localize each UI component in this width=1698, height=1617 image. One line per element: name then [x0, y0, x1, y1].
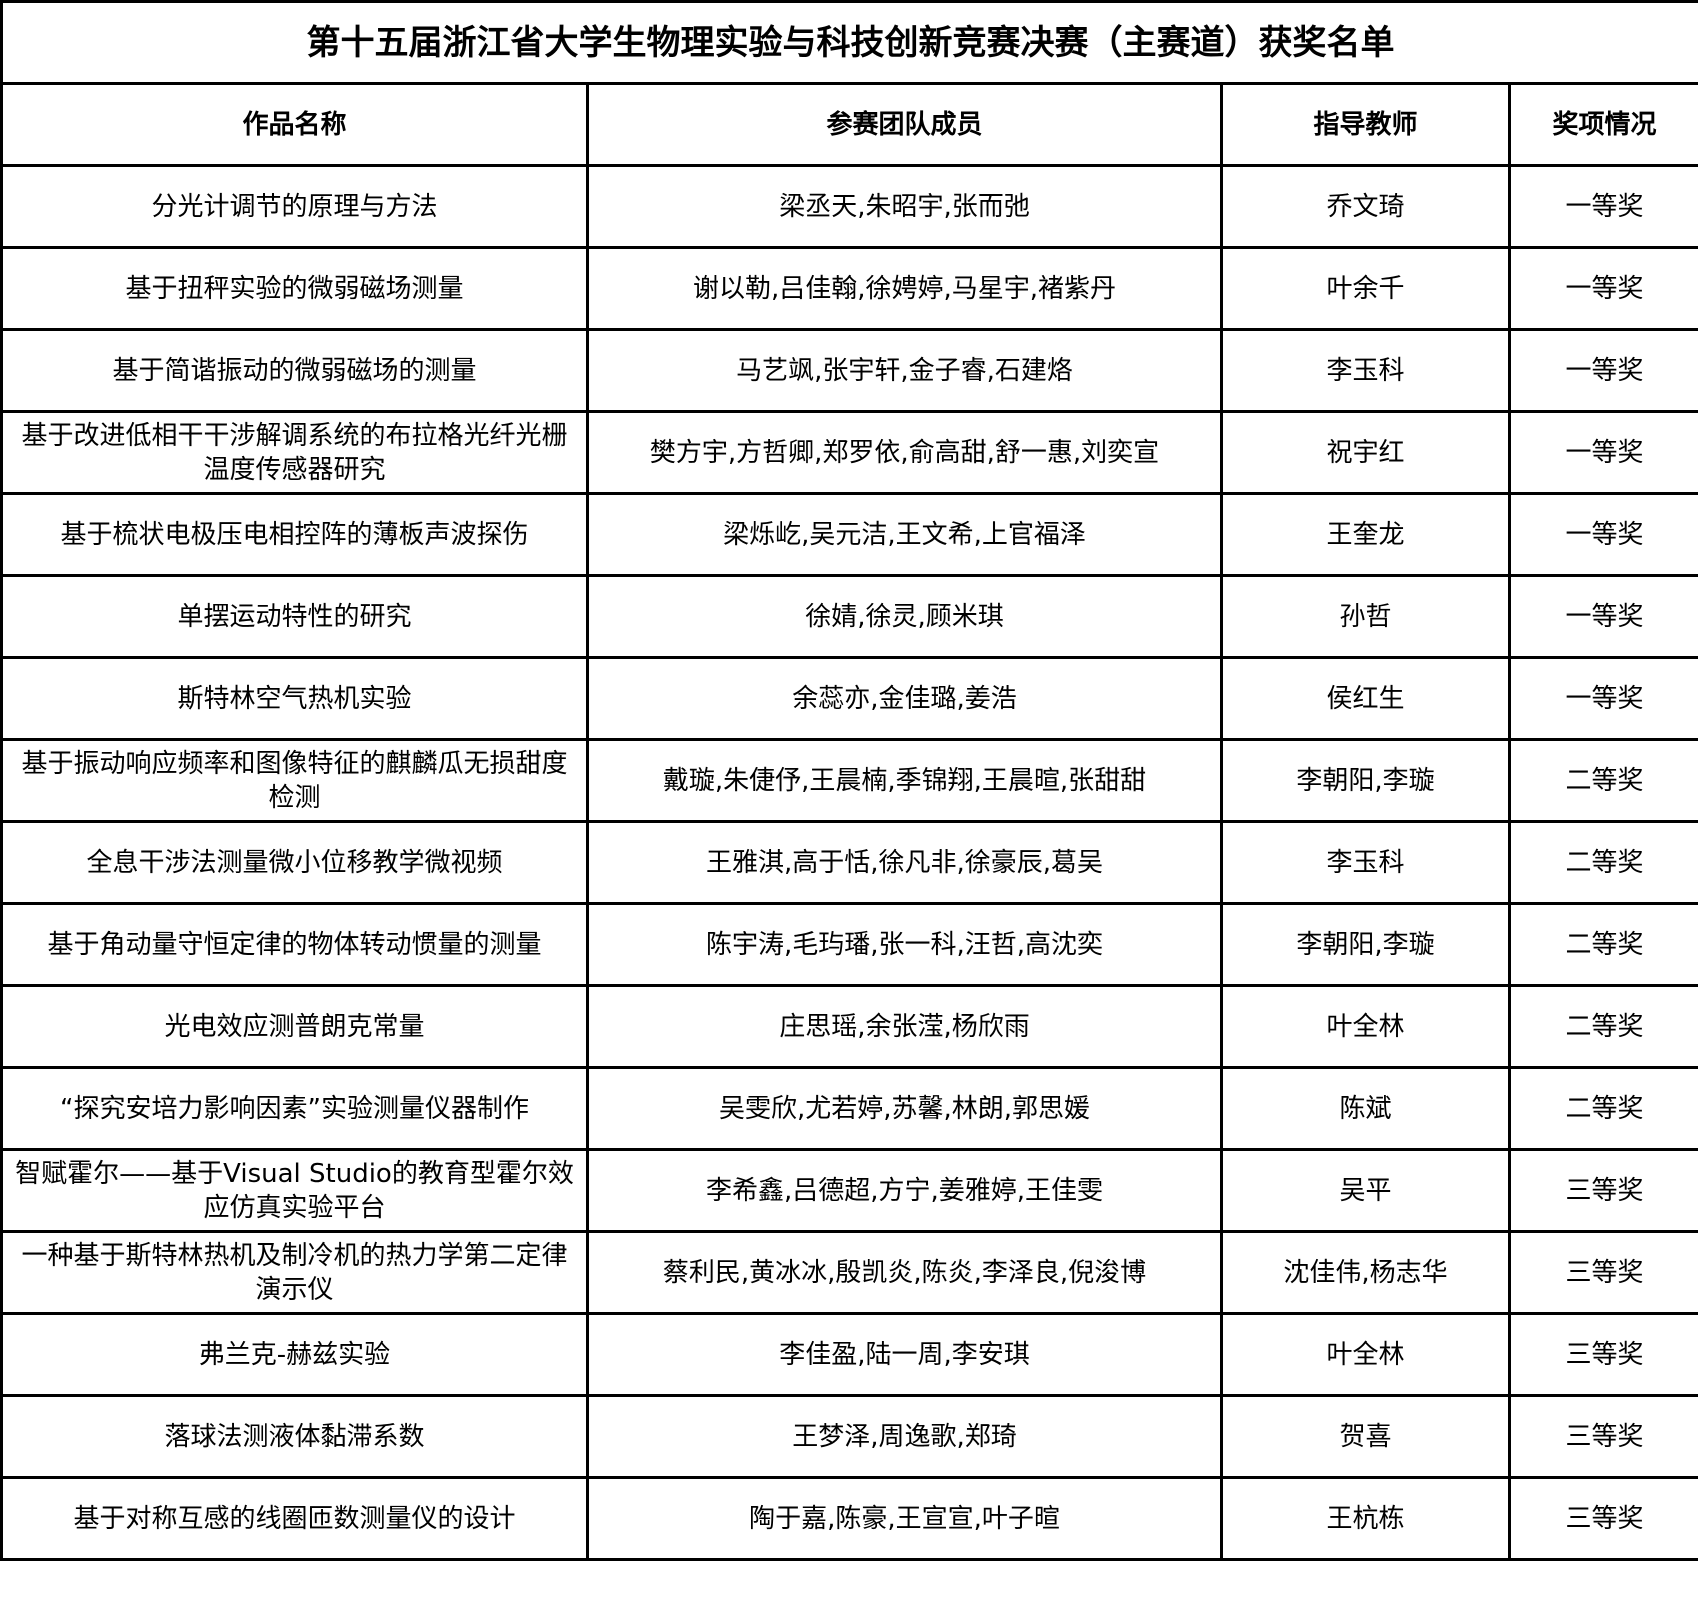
project-name-cell: 基于振动响应频率和图像特征的麒麟瓜无损甜度检测	[0, 738, 589, 823]
award-level-cell: 二等奖	[1508, 820, 1698, 905]
table-row: 光电效应测普朗克常量 庄思瑶,余张滢,杨欣雨 叶全林 二等奖	[0, 984, 1698, 1069]
award-level-cell: 一等奖	[1508, 492, 1698, 577]
advisor-cell: 李朝阳,李璇	[1220, 738, 1511, 823]
advisor-cell: 祝宇红	[1220, 410, 1511, 495]
award-level-cell: 三等奖	[1508, 1394, 1698, 1479]
award-level-cell: 一等奖	[1508, 574, 1698, 659]
table-row: 智赋霍尔——基于Visual Studio的教育型霍尔效应仿真实验平台 李希鑫,吕…	[0, 1148, 1698, 1233]
project-name-cell: 智赋霍尔——基于Visual Studio的教育型霍尔效应仿真实验平台	[0, 1148, 589, 1233]
table-row: 基于振动响应频率和图像特征的麒麟瓜无损甜度检测 戴璇,朱倢伃,王晨楠,季锦翔,王晨…	[0, 738, 1698, 823]
advisor-cell: 王奎龙	[1220, 492, 1511, 577]
award-level-cell: 一等奖	[1508, 164, 1698, 249]
project-name-cell: 单摆运动特性的研究	[0, 574, 589, 659]
team-members-cell: 吴雯欣,尤若婷,苏馨,林朗,郭思媛	[586, 1066, 1223, 1151]
advisor-cell: 李玉科	[1220, 820, 1511, 905]
header-members: 参赛团队成员	[586, 82, 1223, 167]
project-name-cell: 一种基于斯特林热机及制冷机的热力学第二定律演示仪	[0, 1230, 589, 1315]
project-name-cell: “探究安培力影响因素”实验测量仪器制作	[0, 1066, 589, 1151]
advisor-cell: 孙哲	[1220, 574, 1511, 659]
project-name-cell: 基于对称互感的线圈匝数测量仪的设计	[0, 1476, 589, 1561]
advisor-cell: 叶全林	[1220, 1312, 1511, 1397]
team-members-cell: 梁烁屹,吴元洁,王文希,上官福泽	[586, 492, 1223, 577]
table-row: 基于简谐振动的微弱磁场的测量 马艺飒,张宇轩,金子睿,石建烙 李玉科 一等奖	[0, 328, 1698, 413]
advisor-cell: 贺喜	[1220, 1394, 1511, 1479]
advisor-cell: 李朝阳,李璇	[1220, 902, 1511, 987]
award-level-cell: 三等奖	[1508, 1476, 1698, 1561]
team-members-cell: 余蕊亦,金佳璐,姜浩	[586, 656, 1223, 741]
header-project: 作品名称	[0, 82, 589, 167]
advisor-cell: 陈斌	[1220, 1066, 1511, 1151]
award-level-cell: 一等奖	[1508, 656, 1698, 741]
team-members-cell: 王梦泽,周逸歌,郑琦	[586, 1394, 1223, 1479]
team-members-cell: 梁丞天,朱昭宇,张而弛	[586, 164, 1223, 249]
project-name-cell: 落球法测液体黏滞系数	[0, 1394, 589, 1479]
header-award: 奖项情况	[1508, 82, 1698, 167]
project-name-cell: 基于改进低相干干涉解调系统的布拉格光纤光栅温度传感器研究	[0, 410, 589, 495]
table-row: 斯特林空气热机实验 余蕊亦,金佳璐,姜浩 侯红生 一等奖	[0, 656, 1698, 741]
award-level-cell: 三等奖	[1508, 1230, 1698, 1315]
table-row: 基于角动量守恒定律的物体转动惯量的测量 陈宇涛,毛玙璠,张一科,汪哲,高沈奕 李朝阳…	[0, 902, 1698, 987]
team-members-cell: 徐婧,徐灵,顾米琪	[586, 574, 1223, 659]
award-level-cell: 二等奖	[1508, 738, 1698, 823]
project-name-cell: 弗兰克-赫兹实验	[0, 1312, 589, 1397]
award-level-cell: 三等奖	[1508, 1148, 1698, 1233]
team-members-cell: 陶于嘉,陈豪,王宣宣,叶子暄	[586, 1476, 1223, 1561]
project-name-cell: 基于简谐振动的微弱磁场的测量	[0, 328, 589, 413]
team-members-cell: 蔡利民,黄冰冰,殷凯炎,陈炎,李泽良,倪浚博	[586, 1230, 1223, 1315]
table-row: 基于对称互感的线圈匝数测量仪的设计 陶于嘉,陈豪,王宣宣,叶子暄 王杭栋 三等奖	[0, 1476, 1698, 1561]
table-row: 基于梳状电极压电相控阵的薄板声波探伤 梁烁屹,吴元洁,王文希,上官福泽 王奎龙 一等奖	[0, 492, 1698, 577]
team-members-cell: 樊方宇,方哲卿,郑罗依,俞高甜,舒一惠,刘奕宣	[586, 410, 1223, 495]
project-name-cell: 基于扭秤实验的微弱磁场测量	[0, 246, 589, 331]
advisor-cell: 沈佳伟,杨志华	[1220, 1230, 1511, 1315]
team-members-cell: 李佳盈,陆一周,李安琪	[586, 1312, 1223, 1397]
table-row: 全息干涉法测量微小位移教学微视频 王雅淇,高于恬,徐凡非,徐豪辰,葛吴 李玉科 二等奖	[0, 820, 1698, 905]
table-row: 基于扭秤实验的微弱磁场测量 谢以勒,吕佳翰,徐娉婷,马星宇,褚紫丹 叶余千 一等奖	[0, 246, 1698, 331]
award-level-cell: 一等奖	[1508, 328, 1698, 413]
award-level-cell: 三等奖	[1508, 1312, 1698, 1397]
advisor-cell: 李玉科	[1220, 328, 1511, 413]
header-row: 作品名称 参赛团队成员 指导教师 奖项情况	[0, 82, 1698, 167]
team-members-cell: 马艺飒,张宇轩,金子睿,石建烙	[586, 328, 1223, 413]
table-title: 第十五届浙江省大学生物理实验与科技创新竞赛决赛（主赛道）获奖名单	[0, 0, 1698, 85]
team-members-cell: 王雅淇,高于恬,徐凡非,徐豪辰,葛吴	[586, 820, 1223, 905]
team-members-cell: 谢以勒,吕佳翰,徐娉婷,马星宇,褚紫丹	[586, 246, 1223, 331]
table-row: 基于改进低相干干涉解调系统的布拉格光纤光栅温度传感器研究 樊方宇,方哲卿,郑罗依,…	[0, 410, 1698, 495]
award-level-cell: 二等奖	[1508, 1066, 1698, 1151]
advisor-cell: 王杭栋	[1220, 1476, 1511, 1561]
header-advisor: 指导教师	[1220, 82, 1511, 167]
project-name-cell: 基于梳状电极压电相控阵的薄板声波探伤	[0, 492, 589, 577]
award-table: 第十五届浙江省大学生物理实验与科技创新竞赛决赛（主赛道）获奖名单 作品名称 参赛…	[0, 0, 1698, 1561]
award-level-cell: 一等奖	[1508, 410, 1698, 495]
table-row: 落球法测液体黏滞系数 王梦泽,周逸歌,郑琦 贺喜 三等奖	[0, 1394, 1698, 1479]
table-row: 单摆运动特性的研究 徐婧,徐灵,顾米琪 孙哲 一等奖	[0, 574, 1698, 659]
table-row: 一种基于斯特林热机及制冷机的热力学第二定律演示仪 蔡利民,黄冰冰,殷凯炎,陈炎,李…	[0, 1230, 1698, 1315]
team-members-cell: 庄思瑶,余张滢,杨欣雨	[586, 984, 1223, 1069]
project-name-cell: 全息干涉法测量微小位移教学微视频	[0, 820, 589, 905]
table-row: 分光计调节的原理与方法 梁丞天,朱昭宇,张而弛 乔文琦 一等奖	[0, 164, 1698, 249]
table-row: “探究安培力影响因素”实验测量仪器制作 吴雯欣,尤若婷,苏馨,林朗,郭思媛 陈斌 二等…	[0, 1066, 1698, 1151]
advisor-cell: 吴平	[1220, 1148, 1511, 1233]
team-members-cell: 戴璇,朱倢伃,王晨楠,季锦翔,王晨暄,张甜甜	[586, 738, 1223, 823]
team-members-cell: 陈宇涛,毛玙璠,张一科,汪哲,高沈奕	[586, 902, 1223, 987]
project-name-cell: 光电效应测普朗克常量	[0, 984, 589, 1069]
project-name-cell: 基于角动量守恒定律的物体转动惯量的测量	[0, 902, 589, 987]
advisor-cell: 侯红生	[1220, 656, 1511, 741]
team-members-cell: 李希鑫,吕德超,方宁,姜雅婷,王佳雯	[586, 1148, 1223, 1233]
project-name-cell: 分光计调节的原理与方法	[0, 164, 589, 249]
advisor-cell: 叶全林	[1220, 984, 1511, 1069]
advisor-cell: 叶余千	[1220, 246, 1511, 331]
award-level-cell: 二等奖	[1508, 984, 1698, 1069]
award-level-cell: 一等奖	[1508, 246, 1698, 331]
project-name-cell: 斯特林空气热机实验	[0, 656, 589, 741]
award-level-cell: 二等奖	[1508, 902, 1698, 987]
title-row: 第十五届浙江省大学生物理实验与科技创新竞赛决赛（主赛道）获奖名单	[0, 0, 1698, 85]
advisor-cell: 乔文琦	[1220, 164, 1511, 249]
table-row: 弗兰克-赫兹实验 李佳盈,陆一周,李安琪 叶全林 三等奖	[0, 1312, 1698, 1397]
